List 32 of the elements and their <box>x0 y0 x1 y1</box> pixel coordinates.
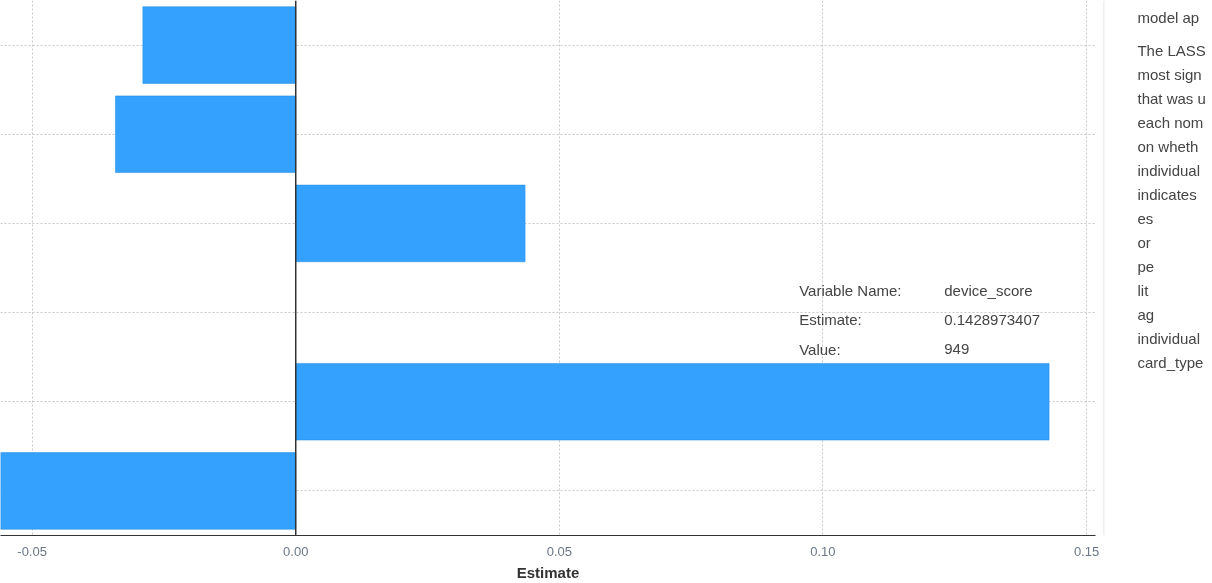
x-tick-label: 0.15 <box>1073 543 1100 559</box>
text: or <box>1137 234 1151 252</box>
x-axis-title: Estimate <box>516 563 580 581</box>
annotation: device_score <box>944 281 1033 299</box>
text: model ap <box>1137 8 1200 26</box>
x-tick-label: 0.00 <box>283 543 309 559</box>
bar <box>115 95 296 173</box>
text: most sign <box>1137 66 1202 84</box>
bar <box>295 184 526 263</box>
text: es <box>1137 210 1154 228</box>
text: on wheth <box>1137 137 1199 155</box>
x-tick-label: -0.05 <box>17 543 47 559</box>
annotation: Estimate: <box>799 311 862 329</box>
bar <box>0 452 296 530</box>
text: ag <box>1137 305 1155 323</box>
bar <box>142 6 296 84</box>
text: each nom <box>1137 114 1204 132</box>
text: individual <box>1137 329 1201 347</box>
annotation: Value: <box>799 340 841 358</box>
annotation: Variable Name: <box>799 281 902 299</box>
text: pe <box>1137 258 1155 276</box>
annotation: 0.1428973407 <box>944 310 1041 328</box>
text: indicates <box>1137 185 1197 203</box>
text: that was u <box>1137 90 1206 108</box>
text: individual <box>1137 161 1201 179</box>
text: lit <box>1137 281 1150 299</box>
text: card_type <box>1137 353 1204 371</box>
x-tick-label: 0.05 <box>546 543 572 559</box>
annotation: 949 <box>944 340 970 358</box>
text: The LASS <box>1137 42 1206 60</box>
bar <box>295 363 1050 441</box>
x-tick-label: 0.10 <box>810 543 836 559</box>
